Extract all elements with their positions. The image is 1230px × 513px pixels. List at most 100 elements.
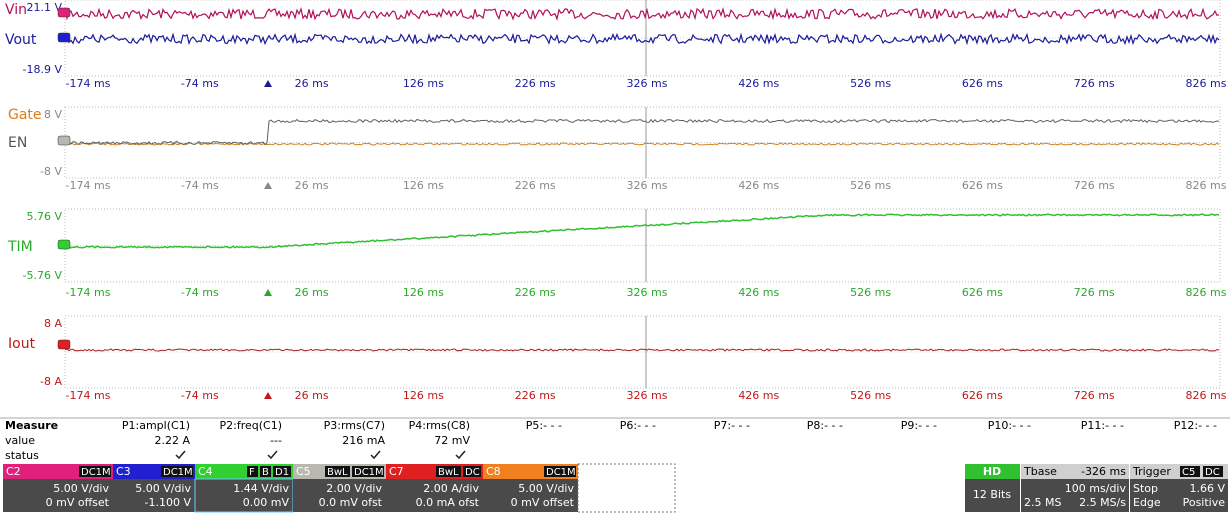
param-value: 2.22 A bbox=[154, 434, 190, 447]
x-tick-label: 326 ms bbox=[627, 389, 668, 402]
x-tick-label: 526 ms bbox=[850, 179, 891, 192]
trigger-mode: Stop bbox=[1133, 482, 1158, 495]
status-icon bbox=[370, 450, 381, 460]
scale-top: 5.76 V bbox=[26, 210, 62, 223]
x-tick-label: -174 ms bbox=[66, 77, 111, 90]
tbase-div: 100 ms/div bbox=[1065, 482, 1127, 495]
x-tick-label: 526 ms bbox=[850, 389, 891, 402]
x-tick-label: 126 ms bbox=[403, 77, 444, 90]
empty-slot bbox=[577, 463, 676, 513]
trigger-title: Trigger bbox=[1132, 465, 1171, 478]
channel-body bbox=[293, 479, 386, 512]
channel-body bbox=[194, 478, 294, 513]
tbase-offset: -326 ms bbox=[1081, 465, 1126, 478]
x-tick-label: 526 ms bbox=[850, 77, 891, 90]
trigger-level: 1.66 V bbox=[1189, 482, 1225, 495]
status-icon bbox=[267, 450, 278, 460]
param-value: --- bbox=[270, 434, 282, 447]
param-name: P5:- - - bbox=[526, 419, 562, 432]
channel-label: Gate bbox=[8, 107, 42, 123]
tag-box bbox=[352, 466, 384, 477]
trace bbox=[64, 213, 1220, 249]
trigger-type: Edge bbox=[1133, 496, 1161, 509]
channel-tag: DC1M bbox=[354, 467, 384, 478]
channel-label: Vout bbox=[5, 32, 37, 48]
trigger-slope: Positive bbox=[1183, 496, 1226, 509]
trace bbox=[64, 6, 1220, 21]
param-name: P8:- - - bbox=[807, 419, 843, 432]
channel-setting: 5.00 V/div bbox=[518, 482, 574, 495]
x-tick-label: 226 ms bbox=[515, 179, 556, 192]
x-tick-label: -74 ms bbox=[181, 389, 219, 402]
x-tick-label: 26 ms bbox=[295, 179, 329, 192]
channel-body bbox=[386, 479, 483, 512]
x-tick-label: 826 ms bbox=[1186, 77, 1227, 90]
channel-tag: DC1M bbox=[81, 467, 111, 478]
trigger-coupling: DC bbox=[1205, 467, 1220, 478]
channel-label: Vin bbox=[5, 2, 27, 18]
channel-label: Iout bbox=[8, 336, 36, 352]
x-tick-label: 826 ms bbox=[1186, 389, 1227, 402]
hd-title: HD bbox=[983, 465, 1001, 478]
x-tick-label: 126 ms bbox=[403, 286, 444, 299]
x-tick-label: 526 ms bbox=[850, 286, 891, 299]
x-tick-label: 426 ms bbox=[738, 286, 779, 299]
tbase-title: Tbase bbox=[1023, 465, 1057, 478]
channel-tag: F bbox=[249, 467, 255, 478]
hd-body bbox=[965, 479, 1020, 512]
tag-box bbox=[325, 466, 350, 477]
trigger-marker bbox=[264, 80, 272, 87]
param-name: P11:- - - bbox=[1081, 419, 1124, 432]
x-tick-label: 426 ms bbox=[738, 77, 779, 90]
channel-tag bbox=[57, 135, 71, 146]
tag-box bbox=[161, 466, 193, 477]
tag-box bbox=[463, 466, 481, 477]
channel-name: C3 bbox=[116, 465, 131, 478]
channel-name: C4 bbox=[198, 465, 213, 478]
channel-label: EN bbox=[8, 135, 27, 151]
trigger-marker bbox=[264, 182, 272, 189]
scale-bottom: -5.76 V bbox=[23, 269, 63, 282]
x-tick-label: 826 ms bbox=[1186, 286, 1227, 299]
channel-setting: 5.00 V/div bbox=[135, 482, 191, 495]
channel-setting: 5.00 V/div bbox=[53, 482, 109, 495]
param-value: 216 mA bbox=[342, 434, 385, 447]
tag-box bbox=[436, 466, 461, 477]
x-tick-label: 626 ms bbox=[962, 389, 1003, 402]
channel-tag bbox=[57, 32, 71, 43]
channel-setting: 1.44 V/div bbox=[233, 482, 289, 495]
channel-name: C7 bbox=[389, 465, 404, 478]
trace bbox=[64, 118, 1220, 146]
param-name: P7:- - - bbox=[714, 419, 750, 432]
channel-name: C8 bbox=[486, 465, 501, 478]
x-tick-label: 726 ms bbox=[1074, 286, 1115, 299]
channel-label: TIM bbox=[7, 239, 33, 255]
param-name: P4:rms(C8) bbox=[409, 419, 470, 432]
param-name: P12:- - - bbox=[1174, 419, 1217, 432]
channel-setting: 0.00 mV bbox=[243, 496, 290, 509]
x-tick-label: -74 ms bbox=[181, 286, 219, 299]
channel-setting: 0.0 mV ofst bbox=[319, 496, 383, 509]
tag-box bbox=[260, 466, 271, 477]
channel-setting: 0 mV offset bbox=[511, 496, 575, 509]
channel-setting: 2.00 V/div bbox=[326, 482, 382, 495]
x-tick-label: 626 ms bbox=[962, 286, 1003, 299]
x-tick-label: 626 ms bbox=[962, 77, 1003, 90]
tag-box bbox=[273, 466, 291, 477]
x-tick-label: 426 ms bbox=[738, 179, 779, 192]
scale-top: 8 V bbox=[44, 108, 62, 121]
channel-name: C2 bbox=[6, 465, 21, 478]
tbase-header bbox=[1021, 464, 1129, 479]
channel-tag: BwL bbox=[327, 467, 348, 478]
x-tick-label: 726 ms bbox=[1074, 389, 1115, 402]
channel-setting: 2.00 A/div bbox=[423, 482, 479, 495]
trigger-marker bbox=[264, 289, 272, 296]
param-name: P3:rms(C7) bbox=[324, 419, 385, 432]
trace bbox=[64, 348, 1220, 352]
status-icon bbox=[175, 450, 186, 460]
plot-frame bbox=[64, 106, 1221, 179]
x-tick-label: -74 ms bbox=[181, 77, 219, 90]
param-name: P2:freq(C1) bbox=[219, 419, 282, 432]
tag-box bbox=[1203, 466, 1223, 477]
